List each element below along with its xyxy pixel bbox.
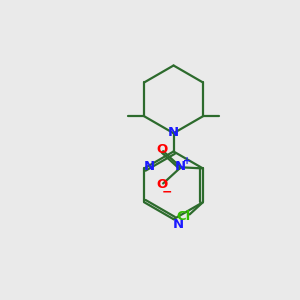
Text: N: N [168,126,179,139]
Text: N: N [144,160,155,173]
Text: −: − [161,185,172,198]
Text: O: O [156,143,167,156]
Text: Cl: Cl [176,210,190,223]
Text: N: N [172,218,184,231]
Text: +: + [183,156,191,166]
Text: O: O [156,178,167,191]
Text: N: N [175,160,186,173]
